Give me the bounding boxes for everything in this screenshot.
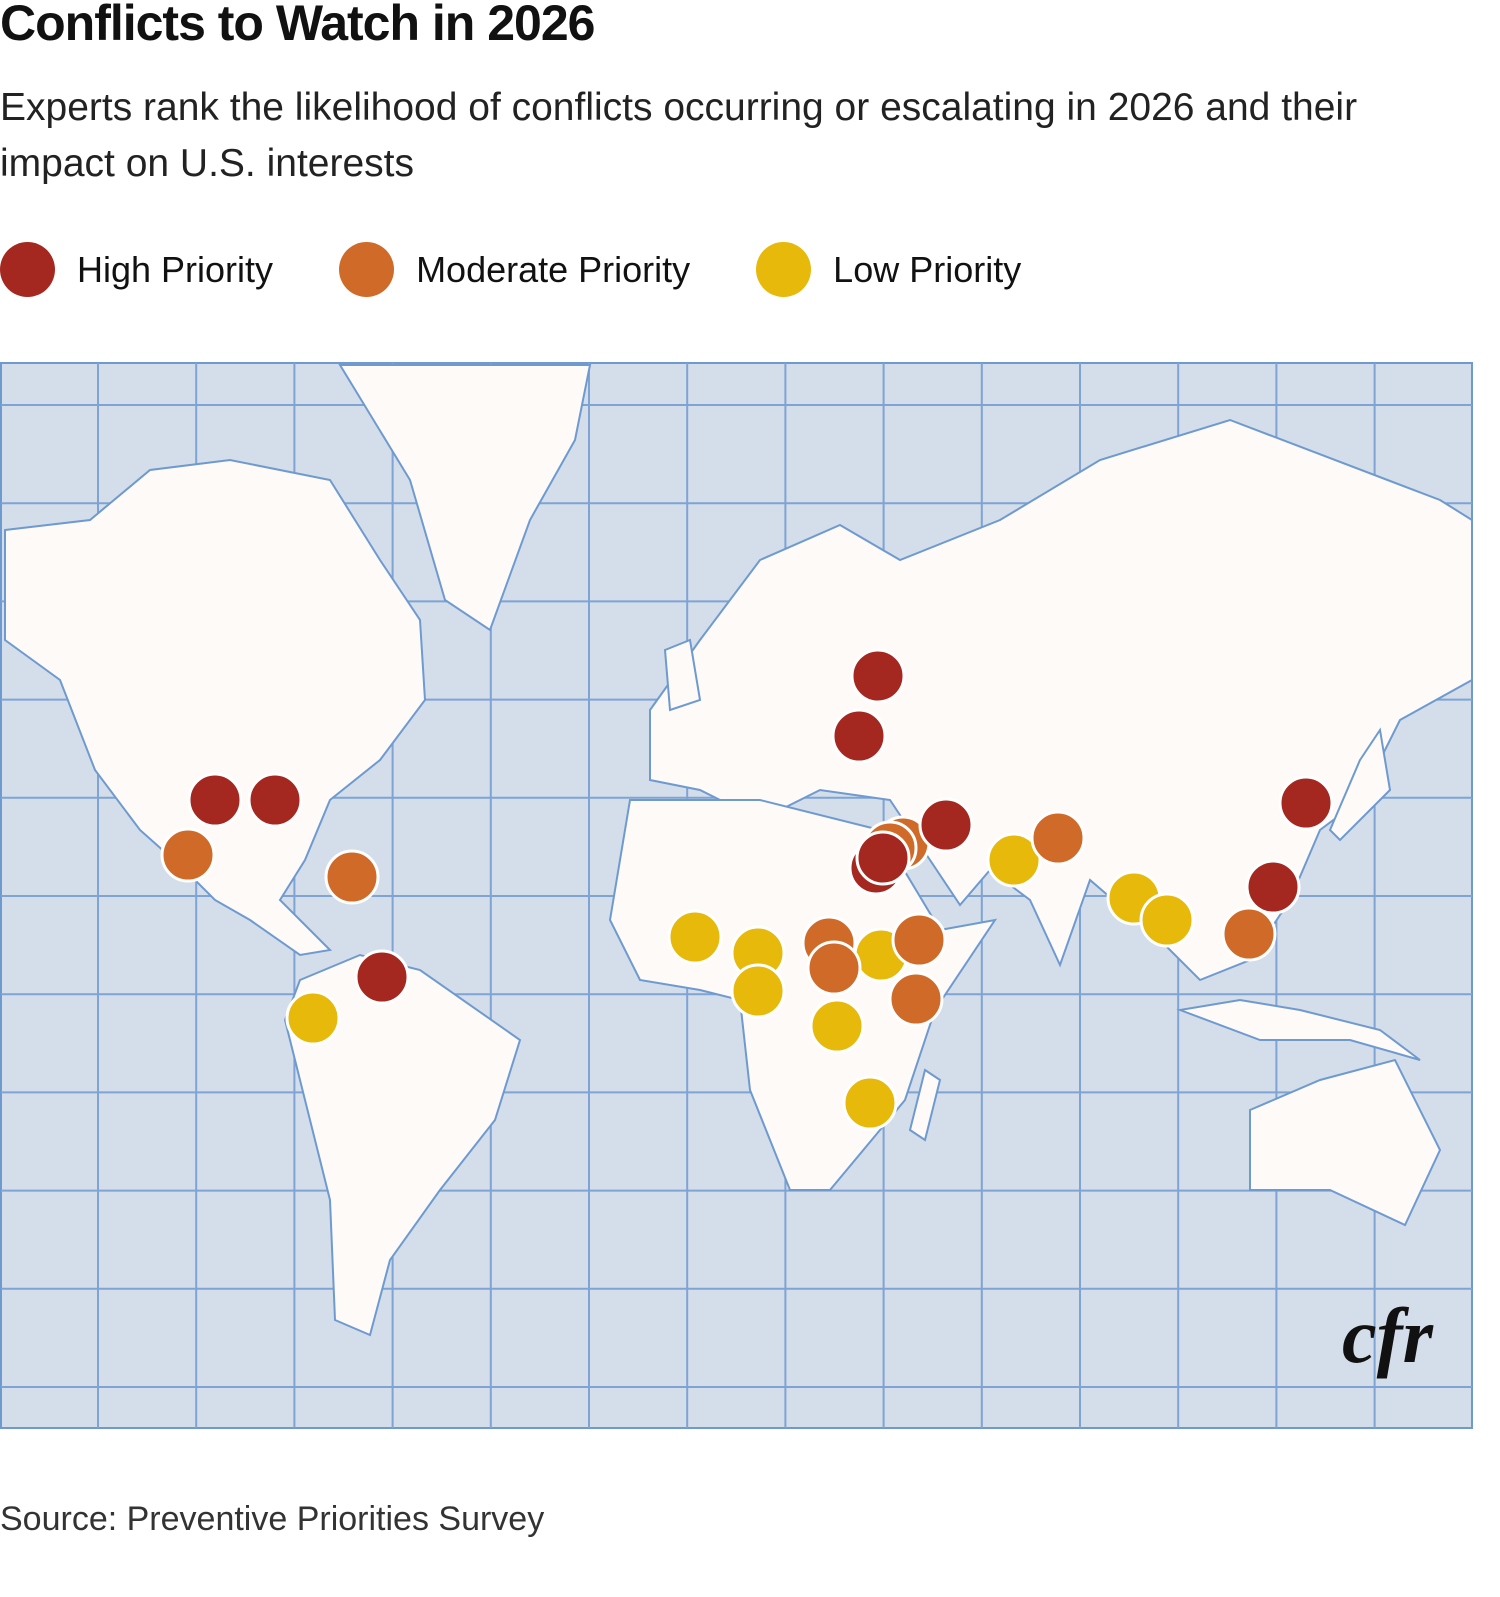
conflict-marker-moderate[interactable] bbox=[1030, 810, 1086, 866]
north-america bbox=[4, 458, 427, 957]
conflict-marker-high[interactable] bbox=[354, 949, 410, 1005]
low-priority-dot-icon bbox=[756, 242, 812, 297]
conflict-marker-low[interactable] bbox=[667, 909, 723, 965]
moderate-priority-dot-icon bbox=[339, 242, 395, 297]
landmasses bbox=[4, 364, 1473, 1337]
conflict-marker-high[interactable] bbox=[850, 648, 906, 704]
japan bbox=[1328, 727, 1392, 842]
conflict-marker-moderate[interactable] bbox=[891, 912, 947, 968]
conflict-marker-low[interactable] bbox=[285, 990, 341, 1046]
greenland bbox=[338, 364, 592, 632]
legend: High Priority Moderate Priority Low Prio… bbox=[0, 242, 1087, 297]
conflict-marker-high[interactable] bbox=[1245, 859, 1301, 915]
conflict-marker-low[interactable] bbox=[842, 1075, 898, 1131]
chart-subtitle: Experts rank the likelihood of conflicts… bbox=[0, 86, 1358, 185]
conflict-marker-low[interactable] bbox=[1139, 892, 1195, 948]
conflict-marker-low[interactable] bbox=[809, 998, 865, 1054]
south-america bbox=[283, 953, 522, 1337]
britain bbox=[663, 638, 702, 712]
conflict-marker-high[interactable] bbox=[918, 797, 974, 853]
conflict-markers bbox=[160, 648, 1334, 1131]
conflict-marker-moderate[interactable] bbox=[1221, 906, 1277, 962]
madagascar bbox=[908, 1068, 942, 1142]
australia bbox=[1249, 1058, 1442, 1227]
conflict-marker-high[interactable] bbox=[855, 830, 911, 886]
conflict-marker-high[interactable] bbox=[187, 772, 243, 828]
conflict-marker-low[interactable] bbox=[986, 832, 1042, 888]
conflict-marker-moderate[interactable] bbox=[324, 849, 380, 905]
high-priority-dot-icon bbox=[0, 242, 55, 297]
conflict-marker-moderate[interactable] bbox=[160, 827, 216, 883]
conflict-marker-low[interactable] bbox=[730, 963, 786, 1019]
conflict-marker-high[interactable] bbox=[247, 772, 303, 828]
conflict-marker-high[interactable] bbox=[1278, 775, 1334, 831]
source-note: Source: Preventive Priorities Survey bbox=[0, 1500, 545, 1538]
legend-label: High Priority bbox=[77, 248, 274, 290]
legend-item-high: High Priority bbox=[0, 242, 273, 297]
legend-item-moderate: Moderate Priority bbox=[339, 242, 690, 297]
conflict-marker-moderate[interactable] bbox=[806, 940, 862, 996]
legend-label: Low Priority bbox=[833, 248, 1022, 290]
chart-title: Conflicts to Watch in 2026 bbox=[0, 0, 595, 51]
conflict-marker-high[interactable] bbox=[831, 708, 887, 764]
legend-label: Moderate Priority bbox=[416, 248, 691, 290]
cfr-logo: cfr bbox=[1342, 1292, 1434, 1379]
legend-item-low: Low Priority bbox=[756, 242, 1021, 297]
indonesia bbox=[1176, 998, 1421, 1061]
world-map: cfr bbox=[0, 362, 1473, 1429]
conflict-marker-moderate[interactable] bbox=[888, 971, 944, 1027]
